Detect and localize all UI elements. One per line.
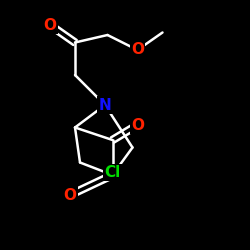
- Text: N: N: [98, 98, 112, 112]
- Text: O: O: [64, 188, 76, 202]
- Text: Cl: Cl: [104, 165, 120, 180]
- Text: O: O: [44, 18, 57, 32]
- Text: O: O: [131, 118, 144, 132]
- Text: O: O: [131, 42, 144, 58]
